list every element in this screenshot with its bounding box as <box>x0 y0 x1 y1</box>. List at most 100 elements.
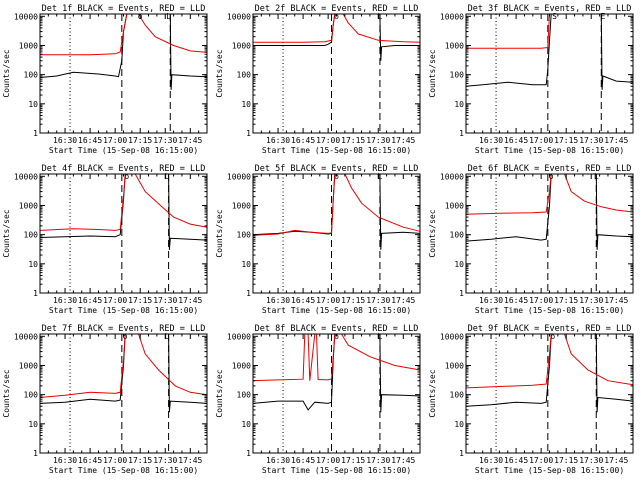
x-tick-label: 16:30 <box>266 456 290 465</box>
annotation-symbol: L <box>378 12 383 21</box>
events-series-line <box>39 173 208 250</box>
y-tick-label: 10 <box>28 420 38 429</box>
x-tick-label: 17:15 <box>128 136 152 145</box>
y-tick-label: 10 <box>454 260 464 269</box>
x-tick-label: 16:30 <box>53 136 77 145</box>
x-tick-label: 17:30 <box>153 136 177 145</box>
panel-1: oL11010010001000016:3016:4517:0017:1517:… <box>2 4 208 155</box>
y-tick-label: 100 <box>24 391 39 400</box>
events-series-line <box>465 13 634 90</box>
lld-series-line <box>252 173 421 236</box>
y-axis-label: Counts/sec <box>2 49 11 97</box>
annotation-symbol: L <box>594 172 599 181</box>
x-tick-label: 17:15 <box>554 456 578 465</box>
x-tick-label: 17:45 <box>391 136 415 145</box>
panel-title: Det 5f BLACK = Events, RED = LLD <box>255 164 419 174</box>
x-tick-label: 17:00 <box>529 456 553 465</box>
x-axis-label: Start Time (15-Sep-08 16:15:00) <box>475 146 624 155</box>
events-series-line <box>39 13 208 90</box>
x-tick-label: 17:30 <box>366 296 390 305</box>
x-tick-label: 16:30 <box>479 456 503 465</box>
x-tick-label: 17:00 <box>529 136 553 145</box>
y-tick-label: 1000 <box>19 361 38 370</box>
x-tick-label: 17:00 <box>103 296 127 305</box>
x-tick-label: 17:30 <box>579 296 603 305</box>
x-tick-label: 16:45 <box>78 296 102 305</box>
x-tick-label: 17:30 <box>153 456 177 465</box>
events-series-line <box>253 13 420 61</box>
y-tick-label: 1 <box>33 289 38 298</box>
y-tick-label: 10 <box>241 260 251 269</box>
events-series-line <box>252 333 421 413</box>
x-tick-label: 16:45 <box>78 456 102 465</box>
y-tick-label: 10 <box>454 100 464 109</box>
y-tick-label: 100 <box>237 391 252 400</box>
y-axis-label: Counts/sec <box>2 369 11 417</box>
x-tick-label: 17:45 <box>391 296 415 305</box>
panel-title: Det 7f BLACK = Events, RED = LLD <box>42 324 206 334</box>
x-tick-label: 17:45 <box>178 296 202 305</box>
x-tick-label: 17:15 <box>554 136 578 145</box>
annotation-symbol: L <box>165 332 170 341</box>
y-axis-label: Counts/sec <box>2 209 11 257</box>
plot-frame <box>39 333 208 454</box>
panel-2: oL11010010001000016:3016:4517:0017:1517:… <box>215 4 421 155</box>
panel-title: Det 3f BLACK = Events, RED = LLD <box>468 4 632 14</box>
x-tick-label: 17:00 <box>316 296 340 305</box>
x-tick-label: 17:00 <box>103 136 127 145</box>
x-tick-label: 17:00 <box>103 456 127 465</box>
y-tick-label: 10000 <box>14 332 38 341</box>
x-tick-label: 16:45 <box>78 136 102 145</box>
annotation-symbol: o <box>550 332 555 341</box>
y-tick-label: 100 <box>450 231 465 240</box>
x-tick-label: 16:45 <box>504 296 528 305</box>
x-tick-label: 16:30 <box>479 136 503 145</box>
x-tick-label: 16:45 <box>504 456 528 465</box>
annotation-symbol: o <box>123 332 128 341</box>
y-tick-label: 100 <box>237 71 252 80</box>
y-tick-label: 100 <box>450 71 465 80</box>
panel-title: Det 6f BLACK = Events, RED = LLD <box>468 164 632 174</box>
x-tick-label: 16:30 <box>266 136 290 145</box>
x-tick-label: 17:45 <box>391 456 415 465</box>
x-tick-label: 16:45 <box>291 136 315 145</box>
x-tick-label: 16:30 <box>266 296 290 305</box>
x-tick-label: 17:00 <box>529 296 553 305</box>
y-axis-label: Counts/sec <box>215 209 224 257</box>
x-tick-label: 17:00 <box>316 456 340 465</box>
y-tick-label: 1 <box>246 289 251 298</box>
x-axis-label: Start Time (15-Sep-08 16:15:00) <box>475 466 624 475</box>
plot-area <box>465 333 634 453</box>
y-tick-label: 10 <box>241 420 251 429</box>
annotation-symbol: o <box>549 172 554 181</box>
plot-frame <box>465 13 634 134</box>
y-tick-label: 1 <box>246 129 251 138</box>
annotation-symbol: S <box>552 12 557 21</box>
y-tick-label: 10 <box>28 100 38 109</box>
panel-8: oL11010010001000016:3016:4517:0017:1517:… <box>215 324 421 475</box>
annotation-symbol: E <box>601 12 606 21</box>
y-tick-label: 1000 <box>232 201 251 210</box>
y-tick-label: 10000 <box>227 12 251 21</box>
y-tick-label: 1000 <box>445 361 464 370</box>
x-tick-label: 17:15 <box>554 296 578 305</box>
annotation-symbol: L <box>165 172 170 181</box>
x-tick-label: 17:15 <box>341 136 365 145</box>
annotation-symbol: L <box>378 332 383 341</box>
y-tick-label: 1000 <box>445 41 464 50</box>
panel-title: Det 9f BLACK = Events, RED = LLD <box>468 324 632 334</box>
events-series-line <box>252 173 421 250</box>
x-tick-label: 17:30 <box>579 456 603 465</box>
y-tick-label: 1 <box>33 129 38 138</box>
x-tick-label: 17:15 <box>341 296 365 305</box>
plot-area <box>465 173 634 293</box>
y-tick-label: 1 <box>459 129 464 138</box>
x-tick-label: 17:15 <box>128 296 152 305</box>
y-tick-label: 1 <box>33 449 38 458</box>
x-axis-label: Start Time (15-Sep-08 16:15:00) <box>262 466 411 475</box>
panel-title: Det 8f BLACK = Events, RED = LLD <box>255 324 419 334</box>
y-tick-label: 10000 <box>440 172 464 181</box>
lld-series-line <box>40 13 208 56</box>
